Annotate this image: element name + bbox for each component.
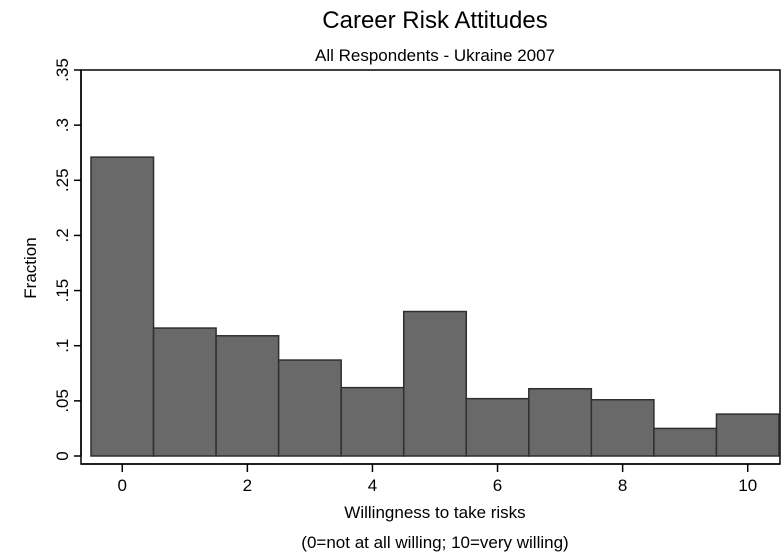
x-axis-title: Willingness to take risks xyxy=(344,503,525,522)
bar-7 xyxy=(528,387,593,457)
y-tick-label: 0 xyxy=(53,451,72,460)
x-tick-label: 2 xyxy=(243,476,252,495)
bar-2 xyxy=(215,335,280,457)
x-tick-label: 4 xyxy=(368,476,377,495)
y-tick-label: .3 xyxy=(53,118,72,132)
bar-9 xyxy=(653,427,718,457)
chart-title: Career Risk Attitudes xyxy=(322,7,547,34)
bar-1 xyxy=(152,327,217,457)
bar-4 xyxy=(340,386,405,457)
bars-group xyxy=(90,156,780,457)
x-axis-note: (0=not at all willing; 10=very willing) xyxy=(301,533,568,552)
bar-8 xyxy=(590,399,655,457)
y-axis-title: Fraction xyxy=(21,237,40,298)
x-tick-label: 8 xyxy=(618,476,627,495)
x-tick-label: 6 xyxy=(493,476,502,495)
x-tick-label: 0 xyxy=(118,476,127,495)
x-axis: 0 2 4 6 8 10 xyxy=(81,463,780,495)
bar-0 xyxy=(90,156,155,457)
y-tick-label: .05 xyxy=(53,389,72,413)
bar-3 xyxy=(277,359,342,457)
y-tick-label: .35 xyxy=(53,58,72,82)
bar-10 xyxy=(715,413,780,457)
y-tick-label: .1 xyxy=(53,339,72,353)
y-tick-label: .25 xyxy=(53,168,72,192)
y-axis: 0 .05 .1 .15 .2 .25 .3 .35 xyxy=(53,58,82,461)
x-tick-label: 10 xyxy=(738,476,757,495)
bar-6 xyxy=(465,397,530,457)
bar-5 xyxy=(402,310,468,457)
y-tick-label: .15 xyxy=(53,279,72,303)
y-tick-label: .2 xyxy=(53,228,72,242)
chart-subtitle: All Respondents - Ukraine 2007 xyxy=(315,46,555,65)
